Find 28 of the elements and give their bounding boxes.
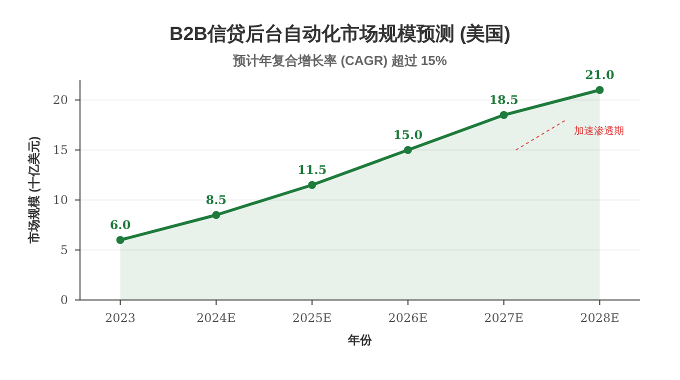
chart-title: B2B信贷后台自动化市场规模预测 (美国) — [170, 23, 510, 45]
x-axis-title: 年份 — [347, 333, 373, 347]
x-tick-label: 2025E — [292, 311, 332, 325]
data-label: 11.5 — [297, 163, 327, 177]
x-tick-label: 2028E — [580, 311, 620, 325]
point — [116, 236, 124, 244]
y-axis-title: 市场规模 (十亿美元) — [27, 136, 41, 245]
y-tick-label: 10 — [52, 193, 68, 207]
data-label: 15.0 — [393, 128, 423, 142]
x-tick-label: 2027E — [484, 311, 524, 325]
data-label: 18.5 — [489, 93, 518, 107]
y-tick-label: 20 — [52, 93, 68, 107]
y-tick-label: 0 — [60, 293, 68, 307]
y-tick-label: 15 — [52, 143, 68, 157]
annotation: 加速渗透期 — [574, 125, 624, 137]
data-label: 8.5 — [206, 193, 227, 207]
y-tick-label: 5 — [60, 243, 68, 257]
chart-subtitle: 预计年复合增长率 (CAGR) 超过 15% — [232, 53, 448, 68]
data-label: 21.0 — [585, 68, 614, 82]
x-tick-label: 2024E — [196, 311, 236, 325]
point — [596, 86, 604, 94]
point — [500, 111, 508, 119]
point — [308, 181, 316, 189]
x-tick-label: 2023 — [105, 311, 136, 325]
data-label: 6.0 — [110, 218, 131, 232]
point — [212, 211, 220, 219]
point — [404, 146, 412, 154]
x-tick-label: 2026E — [388, 311, 428, 325]
